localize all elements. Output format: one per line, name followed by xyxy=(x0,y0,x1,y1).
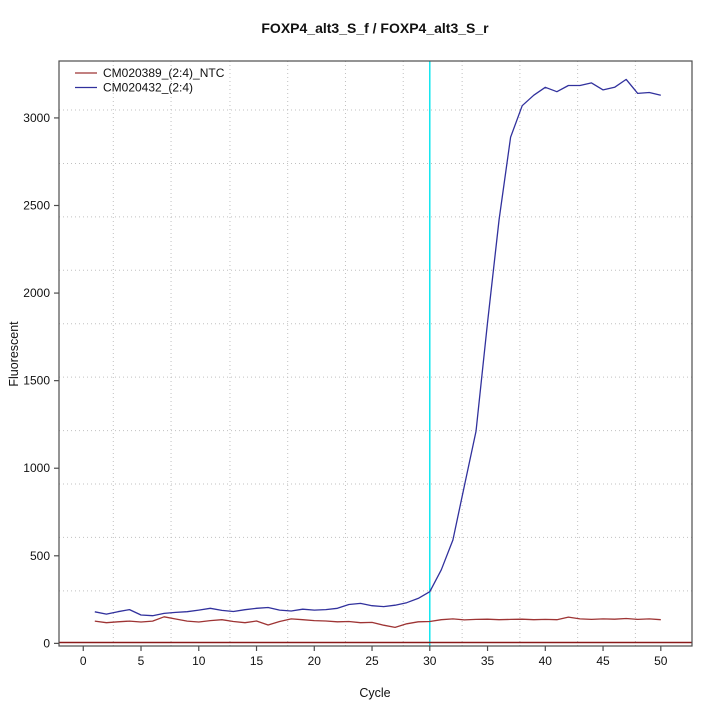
x-tick-label: 50 xyxy=(654,654,668,668)
x-tick-label: 40 xyxy=(539,654,553,668)
plot-box xyxy=(58,60,693,647)
gridlines xyxy=(59,61,692,646)
y-tick-label: 1000 xyxy=(23,461,50,475)
x-tick-label: 30 xyxy=(423,654,437,668)
x-axis-label: Cycle xyxy=(359,686,390,700)
legend-label: CM020432_(2:4) xyxy=(103,81,193,95)
x-tick-label: 20 xyxy=(308,654,322,668)
series-lines xyxy=(94,78,661,629)
y-tick-label: 0 xyxy=(43,636,50,650)
x-tick-label: 35 xyxy=(481,654,495,668)
x-tick-label: 45 xyxy=(596,654,610,668)
x-tick-label: 10 xyxy=(192,654,206,668)
y-tick-label: 2000 xyxy=(23,286,50,300)
y-tick-label: 1500 xyxy=(23,374,50,388)
x-tick-label: 5 xyxy=(138,654,145,668)
plot-frame xyxy=(58,60,693,647)
series-line-0 xyxy=(94,616,661,629)
x-tick-label: 15 xyxy=(250,654,264,668)
marker-lines xyxy=(59,61,692,646)
y-tick-label: 3000 xyxy=(23,111,50,125)
series-line-1 xyxy=(94,78,661,617)
legend-label: CM020389_(2:4)_NTC xyxy=(103,66,225,80)
y-tick-label: 2500 xyxy=(23,198,50,212)
chart-title: FOXP4_alt3_S_f / FOXP4_alt3_S_r xyxy=(261,20,489,36)
x-tick-label: 25 xyxy=(365,654,379,668)
y-axis-label: Fluorescent xyxy=(7,321,21,387)
x-tick-label: 0 xyxy=(80,654,87,668)
y-tick-label: 500 xyxy=(30,549,50,563)
axis-ticks: 0 5 10 15 20 25 30 35 40 45 5005001000150020002500… xyxy=(23,111,668,668)
